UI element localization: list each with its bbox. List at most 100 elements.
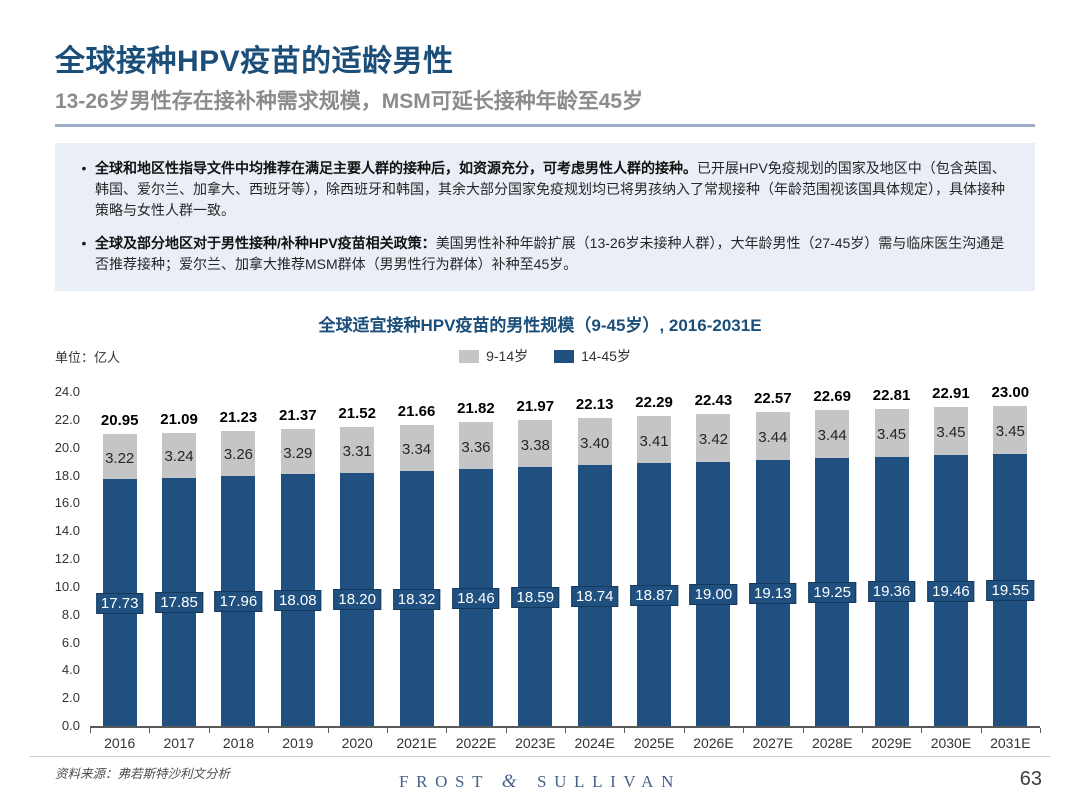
bar-stack xyxy=(221,430,256,726)
gray-segment-value: 3.38 xyxy=(520,436,550,454)
bar-group-2025E: 22.29 3.41 18.87 xyxy=(624,392,683,726)
x-tick-label: 2029E xyxy=(871,735,912,751)
bar-stack xyxy=(399,424,434,726)
footer-divider xyxy=(30,756,1050,757)
x-tick-label: 2020 xyxy=(341,735,373,751)
y-tick-label: 22.0 xyxy=(54,411,80,427)
bar-stack xyxy=(933,407,968,726)
bar-group-2024E: 22.13 3.40 18.74 xyxy=(565,392,624,726)
blue-segment-value: 17.85 xyxy=(155,591,203,613)
legend-item-9-14: 9-14岁 xyxy=(459,346,528,366)
bar-segment-9-14 xyxy=(637,415,672,464)
bar-stack xyxy=(102,434,137,726)
bar-segment-9-14 xyxy=(280,428,315,475)
bar-stack xyxy=(696,414,731,726)
blue-segment-value: 19.13 xyxy=(749,582,797,604)
blue-segment-value: 18.08 xyxy=(274,590,322,612)
legend-label: 14-45岁 xyxy=(581,348,631,364)
total-value-label: 21.52 xyxy=(338,404,376,422)
bar-stack xyxy=(637,415,672,726)
bar-stack xyxy=(280,428,315,726)
bar-stack xyxy=(340,426,375,726)
page-title: 全球接种HPV疫苗的适龄男性 xyxy=(55,45,454,78)
blue-segment-value: 18.87 xyxy=(630,584,678,606)
bar-group-2018: 21.23 3.26 17.96 xyxy=(209,392,268,726)
y-tick-label: 12.0 xyxy=(54,551,80,566)
blue-segment-value: 17.96 xyxy=(214,591,263,613)
y-axis: 24.0 22.0 20.0 18.0 16.0 14.0 12.0 10.0 8.0 6.0 4.… xyxy=(40,384,90,733)
blue-segment-value: 18.32 xyxy=(392,588,441,610)
gray-segment-value: 3.34 xyxy=(401,440,432,458)
bar-segment-9-14 xyxy=(993,405,1028,454)
stacked-bar-chart: 24.0 22.0 20.0 18.0 16.0 14.0 12.0 10.0 8.0 6.0 4.… xyxy=(40,384,1041,751)
blue-segment-value: 19.36 xyxy=(867,581,916,603)
x-tick-label: 2016 xyxy=(104,735,136,751)
x-tick-label: 2019 xyxy=(282,735,314,751)
y-tick-label: 2.0 xyxy=(61,690,80,706)
bar-stack xyxy=(518,420,553,726)
y-tick-label: 14.0 xyxy=(54,523,80,539)
legend-row: 单位：亿人 9-14岁 14-45岁 xyxy=(55,346,1035,366)
x-axis-tick xyxy=(980,728,982,733)
bar-segment-9-14 xyxy=(102,434,137,480)
bullet-bold-text: 全球及部分地区对于男性接种/补种HPV疫苗相关政策： xyxy=(95,235,436,251)
total-value-label: 21.37 xyxy=(279,406,317,424)
y-tick-label: 0.0 xyxy=(61,718,80,733)
x-tick-label: 2025E xyxy=(633,735,675,751)
gray-segment-value: 3.22 xyxy=(105,449,135,467)
total-value-label: 21.23 xyxy=(219,408,258,426)
source-note: 资料来源：弗若斯特沙利文分析 xyxy=(55,767,231,781)
x-axis-tick xyxy=(1040,728,1041,733)
blue-segment-value: 19.25 xyxy=(808,582,856,604)
bar-stack xyxy=(993,405,1028,726)
gray-segment-value: 3.44 xyxy=(817,427,847,445)
gray-segment-value: 3.24 xyxy=(164,448,194,466)
total-value-label: 22.81 xyxy=(872,386,911,404)
x-axis-tick xyxy=(268,728,270,733)
x-axis-tick xyxy=(386,728,388,733)
legend-item-14-45: 14-45岁 xyxy=(554,346,631,366)
header: 全球接种HPV疫苗的适龄男性 13-26岁男性存在接补种需求规模，MSM可延长接… xyxy=(0,0,1080,115)
bar-group-2029E: 22.81 3.45 19.36 xyxy=(862,387,921,726)
x-tick-label: 2018 xyxy=(222,735,255,751)
x-tick-label: 2023E xyxy=(515,735,556,751)
bar-segment-9-14 xyxy=(399,424,434,472)
page-number: 63 xyxy=(1019,768,1042,790)
legend-swatch-gray xyxy=(459,349,480,363)
total-value-label: 22.69 xyxy=(813,388,851,406)
bullet-regular-text: 美国男性补种年龄扩展（13-26岁未接种人群），大年龄男性（27-45岁）需与临… xyxy=(95,235,1005,272)
x-tick-label: 2027E xyxy=(752,735,794,751)
bar-segment-9-14 xyxy=(874,408,909,457)
x-tick-label: 2028E xyxy=(811,735,853,751)
x-tick-label: 2030E xyxy=(930,735,972,751)
bullet-item: • 全球及部分地区对于男性接种/补种HPV疫苗相关政策：美国男性补种年龄扩展（1… xyxy=(73,233,1011,275)
x-axis-tick xyxy=(90,728,91,733)
bullet-item: • 全球和地区性指导文件中均推荐在满足主要人群的接种后，如资源充分，可考虑男性人… xyxy=(73,158,1011,221)
x-axis-tick xyxy=(624,728,626,733)
x-axis-tick xyxy=(743,728,745,733)
page-subtitle: 13-26岁男性存在接补种需求规模，MSM可延长接种年龄至45岁 xyxy=(55,90,644,113)
total-value-label: 22.13 xyxy=(575,395,614,413)
ampersand-icon: & xyxy=(501,771,526,792)
header-divider xyxy=(55,124,1035,127)
gray-segment-value: 3.45 xyxy=(936,424,966,442)
bar-group-2030E: 22.91 3.45 19.46 xyxy=(921,385,980,726)
blue-segment-value: 19.46 xyxy=(927,580,975,602)
y-tick-label: 18.0 xyxy=(54,467,80,483)
gray-segment-value: 3.44 xyxy=(758,428,788,446)
bullet-bold-text: 全球和地区性指导文件中均推荐在满足主要人群的接种后，如资源充分，可考虑男性人群的… xyxy=(95,160,697,176)
total-value-label: 22.43 xyxy=(694,392,733,409)
gray-segment-value: 3.45 xyxy=(876,425,907,443)
bullet-icon: • xyxy=(81,235,87,251)
x-tick-label: 2031E xyxy=(990,735,1031,751)
bullet-text: 全球和地区性指导文件中均推荐在满足主要人群的接种后，如资源充分，可考虑男性人群的… xyxy=(95,158,1011,221)
bar-group-2016: 20.95 3.22 17.73 xyxy=(90,392,149,726)
total-value-label: 21.97 xyxy=(516,398,555,416)
gray-segment-value: 3.29 xyxy=(283,444,313,462)
gray-segment-value: 3.45 xyxy=(995,422,1025,440)
y-tick-label: 24.0 xyxy=(54,384,80,399)
chart-title: 全球适宜接种HPV疫苗的男性规模（9-45岁）, 2016-2031E xyxy=(318,316,762,335)
blue-segment-value: 18.74 xyxy=(570,585,619,607)
legend-swatch-blue xyxy=(554,349,575,363)
